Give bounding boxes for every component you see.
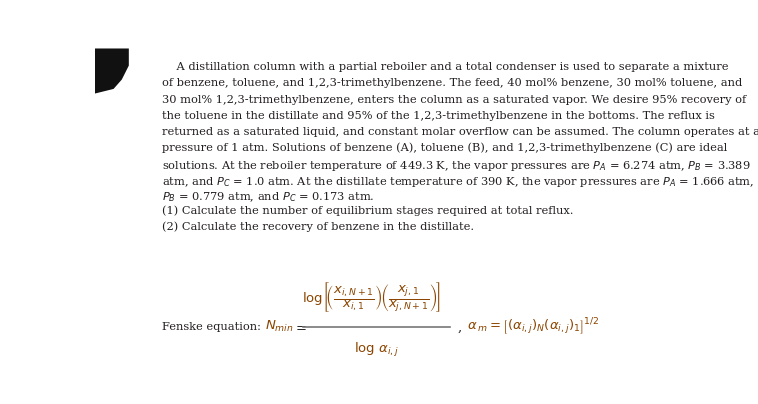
Text: atm, and $P_C$ = 1.0 atm. At the distillate temperature of 390 K, the vapor pres: atm, and $P_C$ = 1.0 atm. At the distill… bbox=[162, 175, 754, 189]
Text: ,: , bbox=[457, 320, 462, 333]
Polygon shape bbox=[95, 48, 129, 94]
Text: (2) Calculate the recovery of benzene in the distillate.: (2) Calculate the recovery of benzene in… bbox=[162, 222, 475, 232]
Text: $=$: $=$ bbox=[293, 320, 307, 333]
Text: (1) Calculate the number of equilibrium stages required at total reflux.: (1) Calculate the number of equilibrium … bbox=[162, 206, 574, 216]
Text: solutions. At the reboiler temperature of 449.3 K, the vapor pressures are $P_A$: solutions. At the reboiler temperature o… bbox=[162, 159, 751, 173]
Text: pressure of 1 atm. Solutions of benzene (A), toluene (B), and 1,2,3-trimethylben: pressure of 1 atm. Solutions of benzene … bbox=[162, 143, 728, 153]
Text: returned as a saturated liquid, and constant molar overflow can be assumed. The : returned as a saturated liquid, and cons… bbox=[162, 126, 758, 137]
Text: $P_B$ = 0.779 atm, and $P_C$ = 0.173 atm.: $P_B$ = 0.779 atm, and $P_C$ = 0.173 atm… bbox=[162, 191, 375, 204]
Text: $\alpha_{\,m} = \left[(\alpha_{i,j})_N(\alpha_{i,j})_1\right]^{1/2}$: $\alpha_{\,m} = \left[(\alpha_{i,j})_N(\… bbox=[467, 317, 599, 337]
Text: $\log\!\left[\!\left(\dfrac{x_{i,N+1}}{x_{i,1}}\right)\!\left(\dfrac{x_{j,1}}{x_: $\log\!\left[\!\left(\dfrac{x_{i,N+1}}{x… bbox=[302, 280, 440, 314]
Text: 30 mol% 1,2,3-trimethylbenzene, enters the column as a saturated vapor. We desir: 30 mol% 1,2,3-trimethylbenzene, enters t… bbox=[162, 95, 747, 105]
Text: $\log\,\alpha_{i,j}$: $\log\,\alpha_{i,j}$ bbox=[354, 341, 399, 359]
Text: Fenske equation:: Fenske equation: bbox=[162, 322, 262, 332]
Text: $N_{\mathit{min}}$: $N_{\mathit{min}}$ bbox=[265, 319, 294, 335]
Text: the toluene in the distillate and 95% of the 1,2,3-trimethylbenzene in the botto: the toluene in the distillate and 95% of… bbox=[162, 111, 716, 120]
Text: of benzene, toluene, and 1,2,3-trimethylbenzene. The feed, 40 mol% benzene, 30 m: of benzene, toluene, and 1,2,3-trimethyl… bbox=[162, 78, 743, 88]
Text: A distillation column with a partial reboiler and a total condenser is used to s: A distillation column with a partial reb… bbox=[162, 63, 728, 72]
